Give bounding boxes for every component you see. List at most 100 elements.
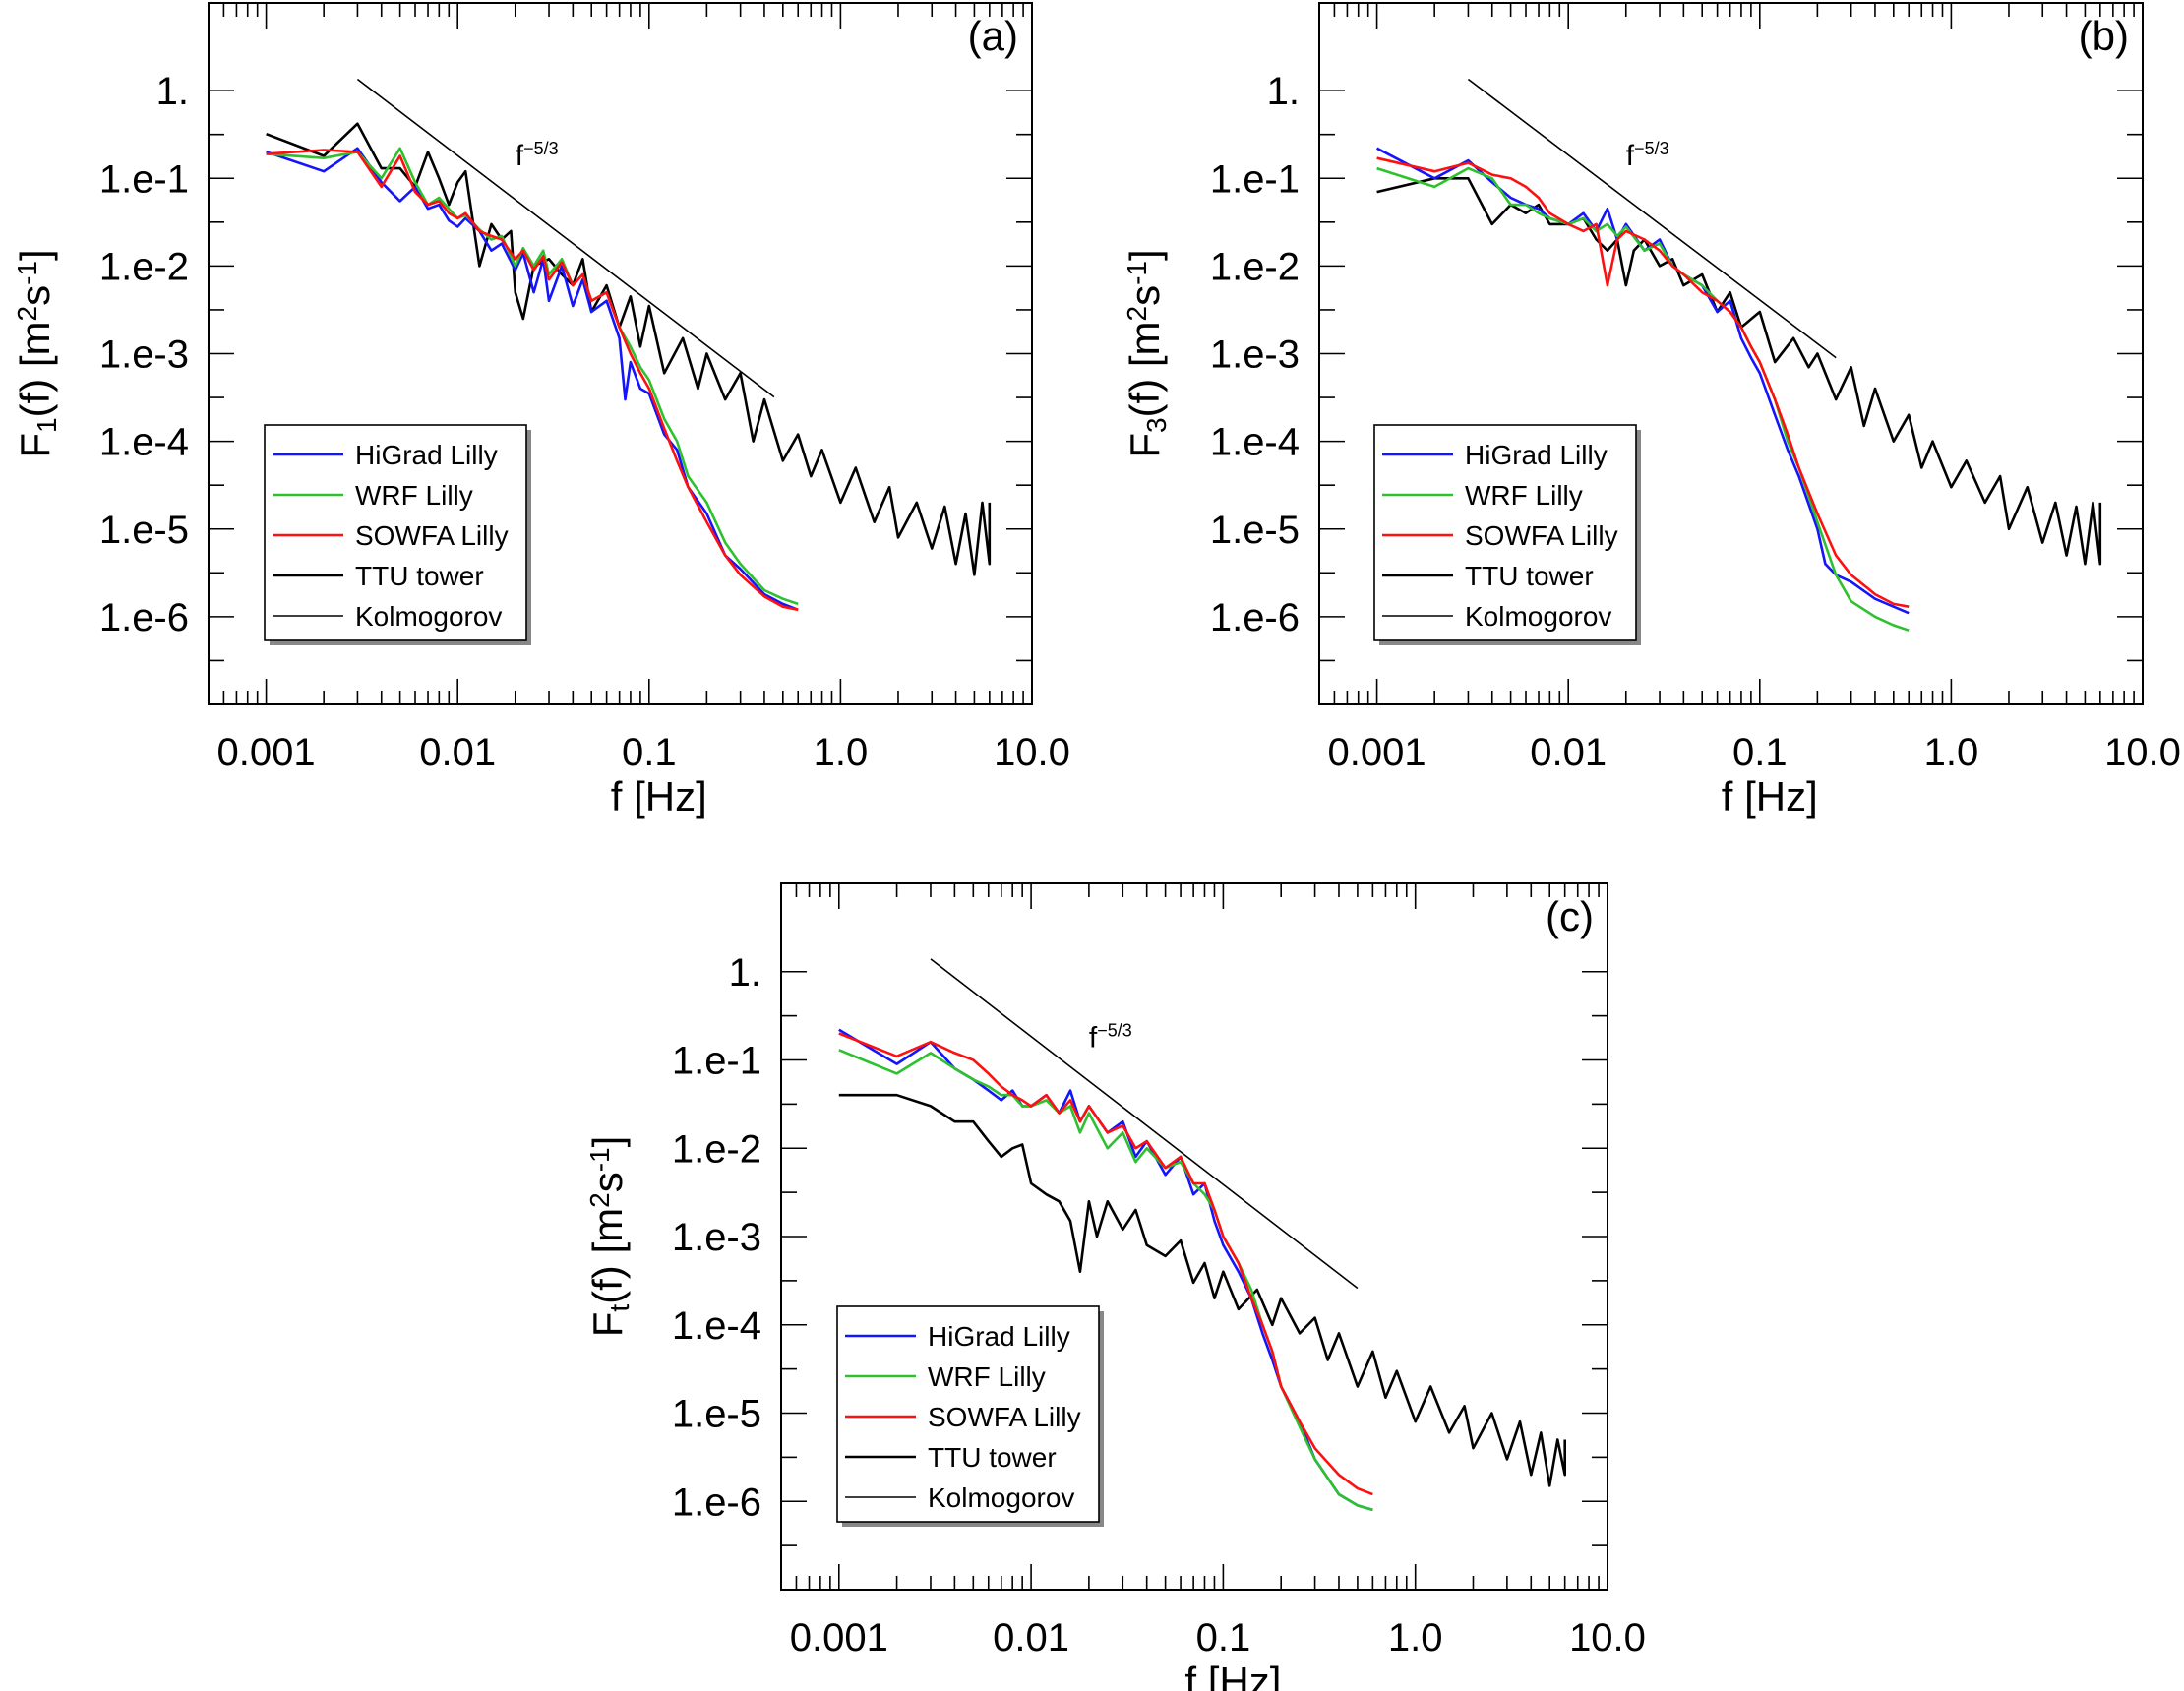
x-axis-title: f [Hz] xyxy=(1722,773,1818,819)
y-tick-label: 1.e-2 xyxy=(1210,245,1300,288)
y-axis-title-part: 3 xyxy=(1141,417,1172,433)
annotation-exponent: −5/3 xyxy=(1634,139,1669,158)
y-axis-title-part: ] xyxy=(12,249,58,261)
y-tick-label: 1.e-5 xyxy=(99,509,189,552)
legend-label: HiGrad Lilly xyxy=(928,1321,1070,1352)
y-tick-label: 1.e-3 xyxy=(672,1216,761,1259)
y-tick-label: 1.e-5 xyxy=(1210,509,1300,552)
y-tick-label: 1. xyxy=(156,70,189,113)
y-axis-title: F1(f) [m2s-1] xyxy=(12,249,62,457)
y-tick-label: 1.e-3 xyxy=(1210,333,1300,377)
annotation-base: f xyxy=(1626,140,1635,172)
legend-box xyxy=(264,424,527,641)
y-tick-label: 1.e-3 xyxy=(99,333,189,377)
y-axis-title-part: t xyxy=(604,1304,635,1312)
y-axis-title-part: s xyxy=(1122,285,1168,306)
y-tick-label: 1.e-2 xyxy=(99,245,189,288)
y-axis-title-part: -1 xyxy=(12,261,42,285)
x-tick-label: 10.0 xyxy=(1569,1616,1646,1660)
legend: HiGrad Lilly WRF Lilly SOWFA Lilly TTU towe… xyxy=(264,424,531,645)
panel-label: (b) xyxy=(2079,13,2129,59)
x-tick-label: 1.0 xyxy=(1924,731,1979,774)
x-tick-label: 0.1 xyxy=(1732,731,1788,774)
legend-label: TTU tower xyxy=(1465,561,1594,591)
legend-label: Kolmogorov xyxy=(928,1482,1074,1513)
legend-label: Kolmogorov xyxy=(355,601,502,632)
panel-c: 0.001 0.01 0.1 1.0 10.0 1. 1.e-1 1.e-2 1.e-3 1.e-… xyxy=(584,882,1646,1691)
y-axis-title-part: -1 xyxy=(584,1147,615,1172)
legend-label: WRF Lilly xyxy=(1465,480,1583,511)
y-tick-label: 1.e-4 xyxy=(672,1304,761,1348)
y-axis-title-part: ] xyxy=(1122,249,1168,261)
y-axis-title: F3(f) [m2s-1] xyxy=(1122,249,1172,457)
y-tick-label: 1.e-6 xyxy=(99,596,189,639)
legend-label: SOWFA Lilly xyxy=(355,520,509,551)
annotation-exponent: −5/3 xyxy=(1097,1021,1132,1041)
legend-label: HiGrad Lilly xyxy=(1465,440,1608,470)
series-line-kolmogorov xyxy=(1467,78,1837,359)
panel-label: (a) xyxy=(968,13,1018,59)
series-line-ttu-tower xyxy=(266,122,992,576)
y-axis-title-part: ] xyxy=(584,1136,631,1148)
kolmogorov-annotation: f−5/3 xyxy=(1626,139,1669,172)
x-tick-label: 0.001 xyxy=(217,731,316,774)
series-line-sowfa-lilly xyxy=(266,149,799,612)
series-line-sowfa-lilly xyxy=(838,1032,1373,1496)
y-axis-title-part: (f) [m xyxy=(1122,321,1168,417)
x-tick-label: 0.1 xyxy=(1196,1616,1251,1660)
y-tick-label: 1.e-6 xyxy=(1210,596,1300,639)
annotation-base: f xyxy=(1089,1021,1098,1054)
panel-a: 0.001 0.01 0.1 1.0 10.0 1. 1.e-1 1.e-2 1.e-3 1.e-… xyxy=(12,2,1070,819)
series-line-sowfa-lilly xyxy=(1376,156,1910,608)
x-axis-title: f [Hz] xyxy=(611,773,707,819)
y-axis-title-part: (f) [m xyxy=(12,321,58,417)
y-axis-title-part: (f) [m xyxy=(584,1208,631,1304)
x-tick-label: 10.0 xyxy=(994,731,1070,774)
series-line-higrad-lilly xyxy=(838,1028,1373,1512)
y-axis-title-part: F xyxy=(12,433,58,458)
y-axis-title-part: 2 xyxy=(1122,306,1152,322)
legend-label: TTU tower xyxy=(355,561,484,591)
kolmogorov-annotation: f−5/3 xyxy=(1089,1021,1132,1055)
legend: HiGrad Lilly WRF Lilly SOWFA Lilly TTU towe… xyxy=(1373,424,1641,645)
series-line-kolmogorov xyxy=(356,78,775,398)
y-tick-label: 1.e-4 xyxy=(99,421,189,464)
annotation-exponent: −5/3 xyxy=(523,139,559,158)
y-tick-label: 1.e-1 xyxy=(672,1040,761,1083)
series-line-kolmogorov xyxy=(930,958,1359,1290)
legend-box xyxy=(1373,424,1637,641)
y-tick-label: 1.e-6 xyxy=(672,1480,761,1524)
legend-label: WRF Lilly xyxy=(355,480,473,511)
y-tick-label: 1.e-2 xyxy=(672,1127,761,1171)
x-tick-label: 10.0 xyxy=(2104,731,2181,774)
y-axis-title-part: 2 xyxy=(584,1192,615,1208)
x-tick-label: 0.1 xyxy=(622,731,677,774)
y-axis-title-part: 1 xyxy=(31,417,62,433)
panel-b: 0.001 0.01 0.1 1.0 10.0 1. 1.e-1 1.e-2 1.e-3 1.e-… xyxy=(1122,2,2181,819)
y-tick-label: 1.e-4 xyxy=(1210,421,1300,464)
x-axis-title: f [Hz] xyxy=(1184,1659,1281,1691)
y-axis-title-part: 2 xyxy=(12,306,42,322)
annotation-base: f xyxy=(516,140,524,172)
legend: HiGrad Lilly WRF Lilly SOWFA Lilly TTU towe… xyxy=(836,1305,1104,1527)
y-tick-label: 1. xyxy=(1267,70,1300,113)
x-tick-label: 0.01 xyxy=(419,731,496,774)
legend-label: SOWFA Lilly xyxy=(928,1402,1081,1432)
x-tick-label: 1.0 xyxy=(814,731,869,774)
panel-label: (c) xyxy=(1546,893,1594,939)
y-axis-title-part: -1 xyxy=(1122,261,1152,285)
y-axis-title-part: F xyxy=(1122,433,1168,458)
legend-label: TTU tower xyxy=(928,1442,1057,1473)
legend-label: HiGrad Lilly xyxy=(355,440,498,470)
legend-label: WRF Lilly xyxy=(928,1361,1046,1392)
x-tick-label: 1.0 xyxy=(1388,1616,1443,1660)
y-axis-title-part: s xyxy=(584,1172,631,1192)
y-tick-label: 1.e-5 xyxy=(672,1393,761,1436)
x-tick-label: 0.01 xyxy=(993,1616,1069,1660)
y-axis-title-part: F xyxy=(584,1312,631,1338)
series-line-ttu-tower xyxy=(838,1093,1566,1487)
legend-label: Kolmogorov xyxy=(1465,601,1611,632)
y-tick-label: 1. xyxy=(729,951,761,995)
y-axis-title-part: s xyxy=(12,285,58,306)
